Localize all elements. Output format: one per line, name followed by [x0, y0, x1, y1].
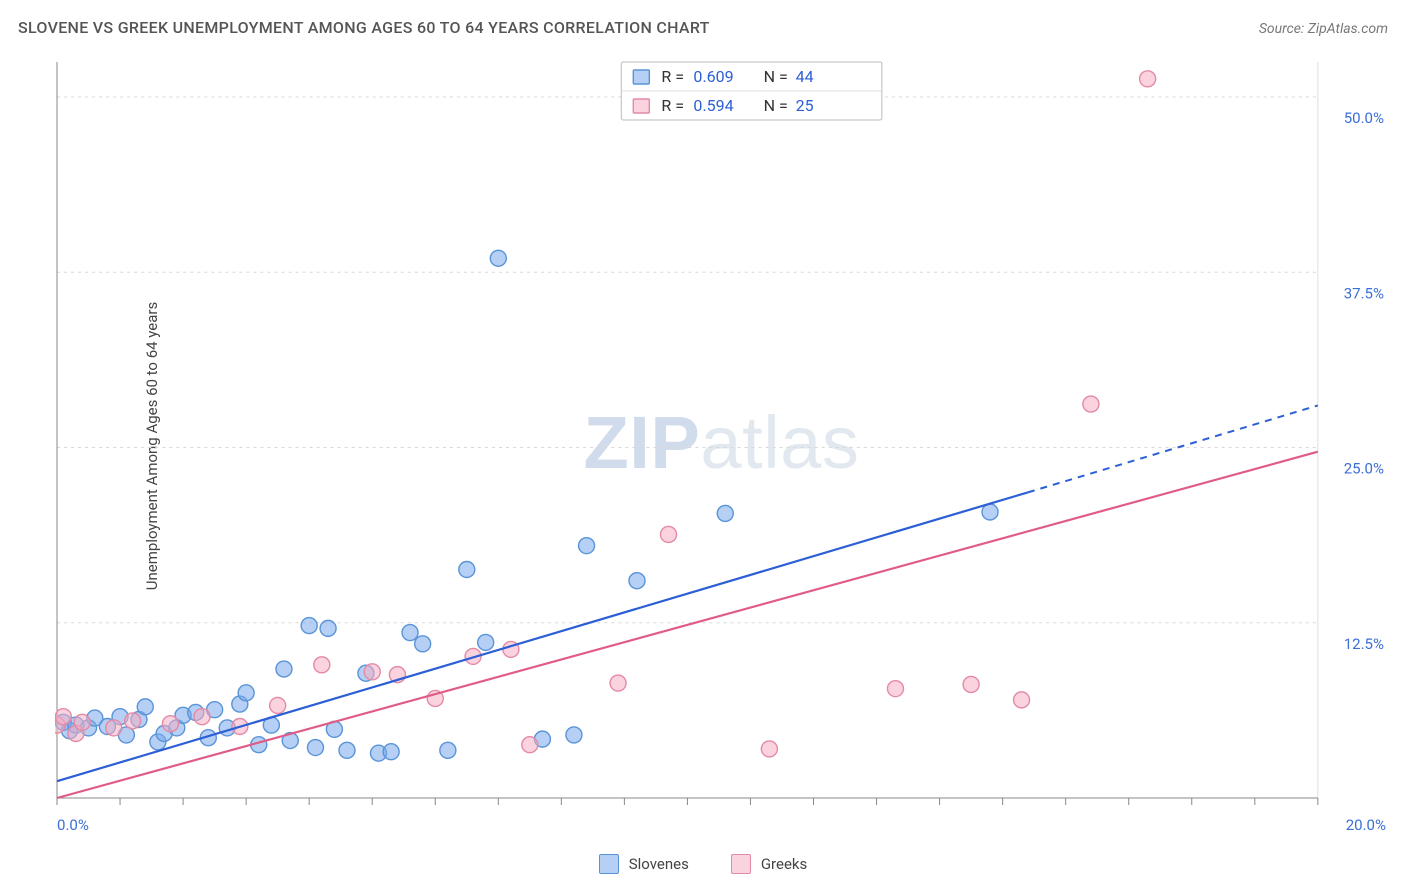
data-point	[314, 657, 330, 673]
svg-text:44: 44	[796, 67, 814, 86]
data-point	[276, 661, 292, 677]
legend-swatch-icon	[599, 854, 619, 874]
data-point	[440, 742, 456, 758]
data-point	[490, 250, 506, 266]
y-tick-label: 25.0%	[1344, 460, 1384, 478]
data-point	[415, 636, 431, 652]
svg-text:R =: R =	[661, 67, 684, 86]
y-tick-label: 37.5%	[1344, 284, 1384, 302]
data-point	[963, 676, 979, 692]
x-axis-min-label: 0.0%	[57, 816, 89, 832]
data-point	[478, 634, 494, 650]
data-point	[1140, 71, 1156, 87]
data-point	[522, 737, 538, 753]
data-point	[383, 744, 399, 760]
data-point	[459, 561, 475, 577]
data-point	[55, 709, 71, 725]
data-point	[74, 714, 90, 730]
data-point	[660, 526, 676, 542]
data-point	[301, 618, 317, 634]
svg-text:N =: N =	[764, 96, 788, 115]
y-tick-label: 50.0%	[1344, 109, 1384, 127]
plot-area: ZIPatlas R = 0.609 N = 44 R = 0.594 N = 25 12.5…	[55, 58, 1388, 832]
y-tick-label: 12.5%	[1344, 635, 1384, 653]
svg-text:25: 25	[796, 96, 814, 115]
data-point	[270, 697, 286, 713]
data-point	[307, 740, 323, 756]
data-point	[364, 664, 380, 680]
data-point	[887, 681, 903, 697]
data-point	[717, 505, 733, 521]
data-point	[339, 742, 355, 758]
svg-text:N =: N =	[764, 67, 788, 86]
data-point	[1083, 396, 1099, 412]
svg-text:0.594: 0.594	[693, 96, 733, 115]
scatter-chart: ZIPatlas R = 0.609 N = 44 R = 0.594 N = 25 12.5…	[55, 58, 1388, 832]
data-point	[1014, 692, 1030, 708]
data-point	[566, 727, 582, 743]
data-point	[610, 675, 626, 691]
data-point	[162, 716, 178, 732]
data-point	[238, 685, 254, 701]
data-point	[137, 699, 153, 715]
legend-label: Slovenes	[629, 855, 689, 873]
legend-label: Greeks	[761, 855, 807, 873]
data-point	[194, 709, 210, 725]
data-point	[320, 620, 336, 636]
chart-title: SLOVENE VS GREEK UNEMPLOYMENT AMONG AGES…	[18, 18, 710, 37]
correlation-stats-box: R = 0.609 N = 44 R = 0.594 N = 25	[621, 62, 882, 120]
data-point	[629, 573, 645, 589]
watermark: ZIPatlas	[583, 401, 859, 484]
legend-item-slovenes: Slovenes	[599, 854, 689, 874]
legend-swatch-icon	[731, 854, 751, 874]
svg-text:R =: R =	[661, 96, 684, 115]
legend-item-greeks: Greeks	[731, 854, 807, 874]
data-point	[125, 713, 141, 729]
data-point	[402, 625, 418, 641]
legend: Slovenes Greeks	[0, 854, 1406, 874]
data-point	[106, 720, 122, 736]
data-point	[761, 741, 777, 757]
svg-text:0.609: 0.609	[693, 67, 733, 86]
source-attribution: Source: ZipAtlas.com	[1259, 21, 1388, 37]
x-axis-max-label: 20.0%	[1346, 816, 1386, 832]
data-point	[579, 538, 595, 554]
title-bar: SLOVENE VS GREEK UNEMPLOYMENT AMONG AGES…	[18, 18, 1388, 37]
